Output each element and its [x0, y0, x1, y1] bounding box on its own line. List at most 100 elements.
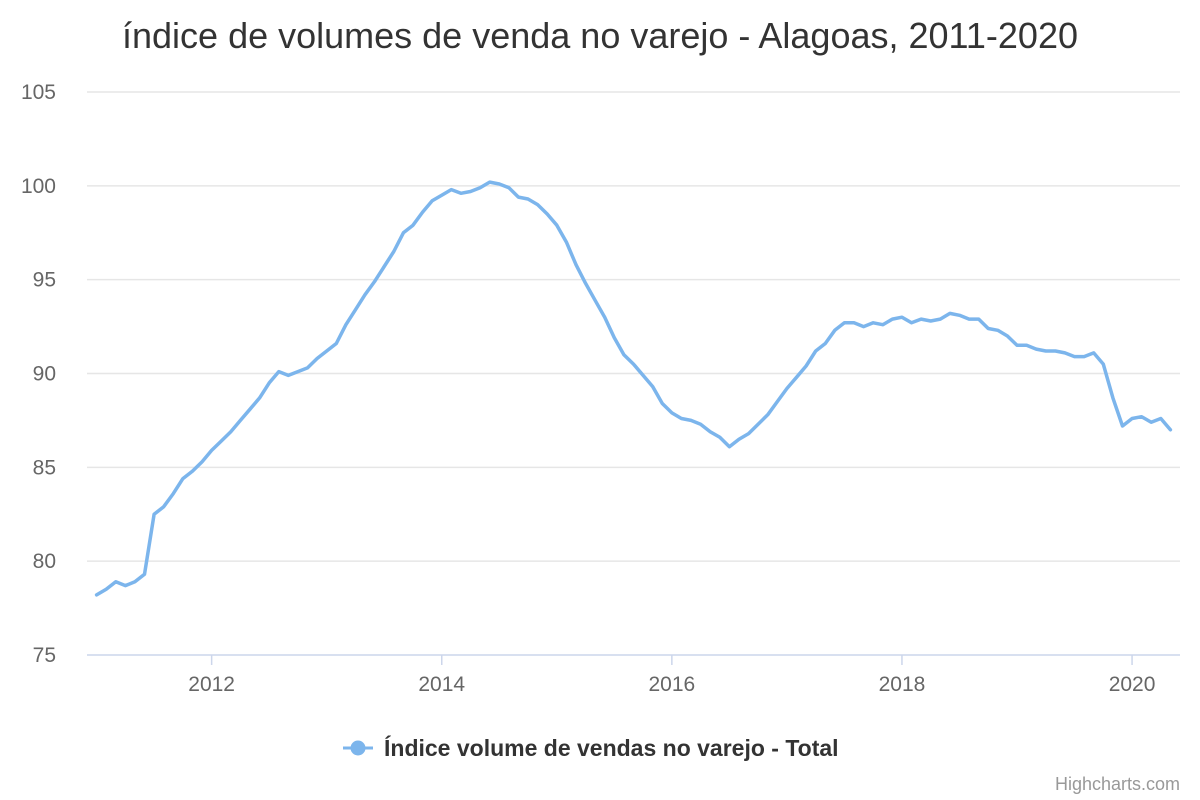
data-point-2012-04[interactable] [236, 416, 244, 424]
data-point-2015-08[interactable] [620, 351, 628, 359]
data-point-2016-01[interactable] [668, 409, 676, 417]
data-point-2016-05[interactable] [706, 428, 714, 436]
data-point-2013-11[interactable] [419, 208, 427, 216]
data-point-2019-09[interactable] [1090, 349, 1098, 357]
data-point-2018-10[interactable] [984, 325, 992, 333]
data-point-2018-09[interactable] [975, 315, 983, 323]
data-point-2011-06[interactable] [141, 570, 149, 578]
data-point-2011-05[interactable] [131, 578, 139, 586]
data-point-2016-02[interactable] [677, 415, 685, 423]
data-point-2017-07[interactable] [840, 319, 848, 327]
data-point-2015-11[interactable] [649, 383, 657, 391]
data-point-2014-07[interactable] [495, 180, 503, 188]
data-point-2019-02[interactable] [1023, 341, 1031, 349]
data-point-2016-08[interactable] [735, 435, 743, 443]
data-point-2013-12[interactable] [428, 197, 436, 205]
data-point-2013-09[interactable] [399, 229, 407, 237]
data-point-2012-12[interactable] [313, 355, 321, 363]
data-point-2015-12[interactable] [658, 400, 666, 408]
data-point-2018-11[interactable] [994, 326, 1002, 334]
data-point-2019-07[interactable] [1071, 353, 1079, 361]
data-point-2016-11[interactable] [764, 411, 772, 419]
data-point-2016-03[interactable] [687, 416, 695, 424]
data-point-2014-01[interactable] [438, 191, 446, 199]
data-point-2013-02[interactable] [332, 340, 340, 348]
data-point-2017-03[interactable] [802, 362, 810, 370]
data-point-2013-05[interactable] [361, 291, 369, 299]
data-point-2018-02[interactable] [908, 319, 916, 327]
data-point-2012-02[interactable] [217, 437, 225, 445]
data-point-2014-03[interactable] [457, 189, 465, 197]
data-point-2013-04[interactable] [352, 306, 360, 314]
credits-link[interactable]: Highcharts.com [1055, 774, 1180, 794]
data-point-2011-10[interactable] [179, 475, 187, 483]
data-point-2016-09[interactable] [745, 430, 753, 438]
data-point-2012-11[interactable] [304, 364, 312, 372]
data-point-2018-08[interactable] [965, 315, 973, 323]
data-point-2011-11[interactable] [189, 467, 197, 475]
data-point-2017-04[interactable] [812, 347, 820, 355]
data-point-2017-09[interactable] [860, 323, 868, 331]
data-point-2014-08[interactable] [505, 184, 513, 192]
data-point-2020-05[interactable] [1166, 426, 1174, 434]
data-point-2019-06[interactable] [1061, 349, 1069, 357]
data-point-2014-04[interactable] [467, 188, 475, 196]
data-point-2015-04[interactable] [582, 279, 590, 287]
data-point-2019-08[interactable] [1080, 353, 1088, 361]
data-point-2011-12[interactable] [198, 458, 206, 466]
data-point-2015-03[interactable] [572, 261, 580, 269]
data-point-2014-10[interactable] [524, 195, 532, 203]
data-point-2014-09[interactable] [514, 193, 522, 201]
data-point-2013-08[interactable] [390, 248, 398, 256]
data-point-2013-01[interactable] [323, 347, 331, 355]
data-point-2012-07[interactable] [265, 379, 273, 387]
data-point-2015-10[interactable] [639, 371, 647, 379]
data-point-2020-02[interactable] [1138, 413, 1146, 421]
data-point-2020-03[interactable] [1147, 418, 1155, 426]
data-point-2018-01[interactable] [898, 313, 906, 321]
data-point-2019-12[interactable] [1119, 422, 1127, 430]
data-point-2011-02[interactable] [102, 585, 110, 593]
data-point-2014-06[interactable] [486, 178, 494, 186]
data-point-2012-10[interactable] [294, 368, 302, 376]
data-point-2018-03[interactable] [917, 315, 925, 323]
data-point-2017-02[interactable] [793, 373, 801, 381]
data-point-2011-08[interactable] [160, 503, 168, 511]
data-point-2018-12[interactable] [1003, 332, 1011, 340]
data-point-2013-10[interactable] [409, 221, 417, 229]
data-point-2011-09[interactable] [169, 490, 177, 498]
data-point-2019-10[interactable] [1099, 360, 1107, 368]
data-point-2011-03[interactable] [112, 578, 120, 586]
data-point-2018-05[interactable] [936, 315, 944, 323]
data-point-2017-10[interactable] [869, 319, 877, 327]
data-point-2013-03[interactable] [342, 321, 350, 329]
series-group[interactable] [93, 178, 1175, 599]
data-point-2020-04[interactable] [1157, 415, 1165, 423]
data-point-2017-01[interactable] [783, 385, 791, 393]
data-point-2015-01[interactable] [553, 221, 561, 229]
data-point-2017-06[interactable] [831, 326, 839, 334]
legend[interactable]: Índice volume de vendas no varejo - Tota… [343, 734, 839, 761]
data-point-2015-07[interactable] [610, 334, 618, 342]
data-point-2011-04[interactable] [121, 582, 129, 590]
data-point-2015-09[interactable] [630, 360, 638, 368]
data-point-2016-07[interactable] [725, 443, 733, 451]
data-point-2012-08[interactable] [275, 368, 283, 376]
data-point-2019-11[interactable] [1109, 394, 1117, 402]
legend-label[interactable]: Índice volume de vendas no varejo - Tota… [384, 734, 839, 761]
data-point-2014-11[interactable] [534, 201, 542, 209]
data-point-2018-07[interactable] [956, 311, 964, 319]
data-point-2017-08[interactable] [850, 319, 858, 327]
data-point-2012-09[interactable] [284, 371, 292, 379]
data-point-2016-04[interactable] [697, 420, 705, 428]
data-point-2015-05[interactable] [591, 296, 599, 304]
data-point-2012-05[interactable] [246, 405, 254, 413]
data-point-2019-04[interactable] [1042, 347, 1050, 355]
data-point-2012-06[interactable] [256, 394, 264, 402]
data-point-2015-02[interactable] [562, 238, 570, 246]
data-point-2016-12[interactable] [773, 398, 781, 406]
data-point-2017-05[interactable] [821, 340, 829, 348]
data-point-2019-03[interactable] [1032, 345, 1040, 353]
data-point-2014-12[interactable] [543, 210, 551, 218]
data-point-2017-12[interactable] [888, 315, 896, 323]
